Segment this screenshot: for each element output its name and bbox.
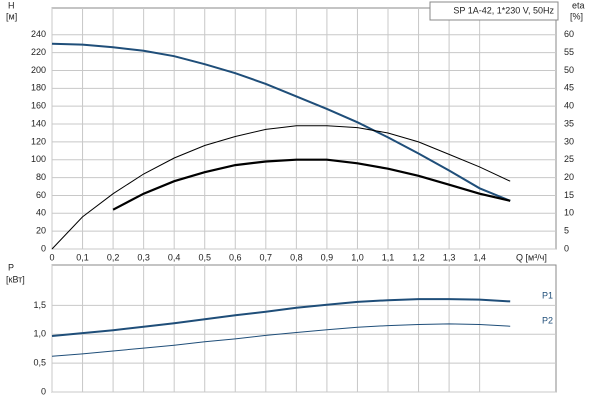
y-tick-label: 80	[36, 172, 46, 182]
y-tick-label: 160	[31, 101, 46, 111]
y-tick-label: 100	[31, 154, 46, 164]
y2-tick-label: 60	[564, 29, 574, 39]
x-tick-label: 1,3	[443, 252, 456, 262]
y-tick-label: 220	[31, 47, 46, 57]
y-axis-label: H	[8, 0, 15, 10]
y2-tick-label: 25	[564, 154, 574, 164]
x-tick-label: 0,2	[107, 252, 120, 262]
y-tick-label: 180	[31, 83, 46, 93]
y-tick-label: 1,0	[33, 329, 46, 339]
y-tick-label: 1,5	[33, 300, 46, 310]
y-axis-unit: [кВт]	[6, 274, 25, 284]
y-tick-label: 40	[36, 208, 46, 218]
series-label: P2	[542, 316, 553, 326]
y-tick-label: 120	[31, 136, 46, 146]
x-tick-label: 0,5	[198, 252, 211, 262]
y-tick-label: 20	[36, 226, 46, 236]
y2-tick-label: 45	[564, 83, 574, 93]
x-tick-label: 0,7	[260, 252, 273, 262]
series-line	[51, 298, 511, 337]
chart-title: SP 1A-42, 1*230 V, 50Hz	[453, 5, 554, 15]
x-tick-label: 0,1	[76, 252, 89, 262]
series-label: P1	[542, 291, 553, 301]
x-axis-label: Q [м³/ч]	[516, 252, 547, 262]
y-tick-label: 240	[31, 29, 46, 39]
y2-tick-label: 35	[564, 118, 574, 128]
series-line	[51, 323, 511, 357]
x-tick-label: 1,4	[473, 252, 486, 262]
y-tick-label: 0	[41, 386, 46, 396]
x-tick-label: 0	[49, 252, 54, 262]
series-line	[112, 158, 511, 211]
y2-tick-label: 20	[564, 172, 574, 182]
x-tick-label: 0,6	[229, 252, 242, 262]
y2-tick-label: 50	[564, 65, 574, 75]
y-tick-label: 0	[41, 243, 46, 253]
y2-tick-label: 10	[564, 208, 574, 218]
x-tick-label: 0,8	[290, 252, 303, 262]
y-tick-label: 60	[36, 190, 46, 200]
y2-axis-unit: [%]	[570, 11, 583, 21]
y-axis-unit: [м]	[6, 11, 17, 21]
y2-tick-label: 5	[564, 226, 569, 236]
title-box	[429, 1, 559, 21]
series-line	[51, 42, 511, 202]
y2-tick-label: 15	[564, 190, 574, 200]
y-tick-label: 0,5	[33, 358, 46, 368]
y2-tick-label: 0	[564, 243, 569, 253]
x-tick-label: 1,1	[382, 252, 395, 262]
series-line	[51, 125, 511, 250]
x-tick-label: 0,4	[168, 252, 181, 262]
y-tick-label: 140	[31, 118, 46, 128]
y2-axis-label: eta	[572, 0, 585, 10]
y2-tick-label: 30	[564, 136, 574, 146]
y-tick-label: 200	[31, 65, 46, 75]
x-tick-label: 1,0	[351, 252, 364, 262]
x-tick-label: 1,2	[412, 252, 425, 262]
x-tick-label: 0,9	[321, 252, 334, 262]
x-tick-label: 0,3	[137, 252, 150, 262]
y2-tick-label: 40	[564, 101, 574, 111]
y2-tick-label: 55	[564, 47, 574, 57]
y-axis-label: P	[8, 262, 14, 272]
